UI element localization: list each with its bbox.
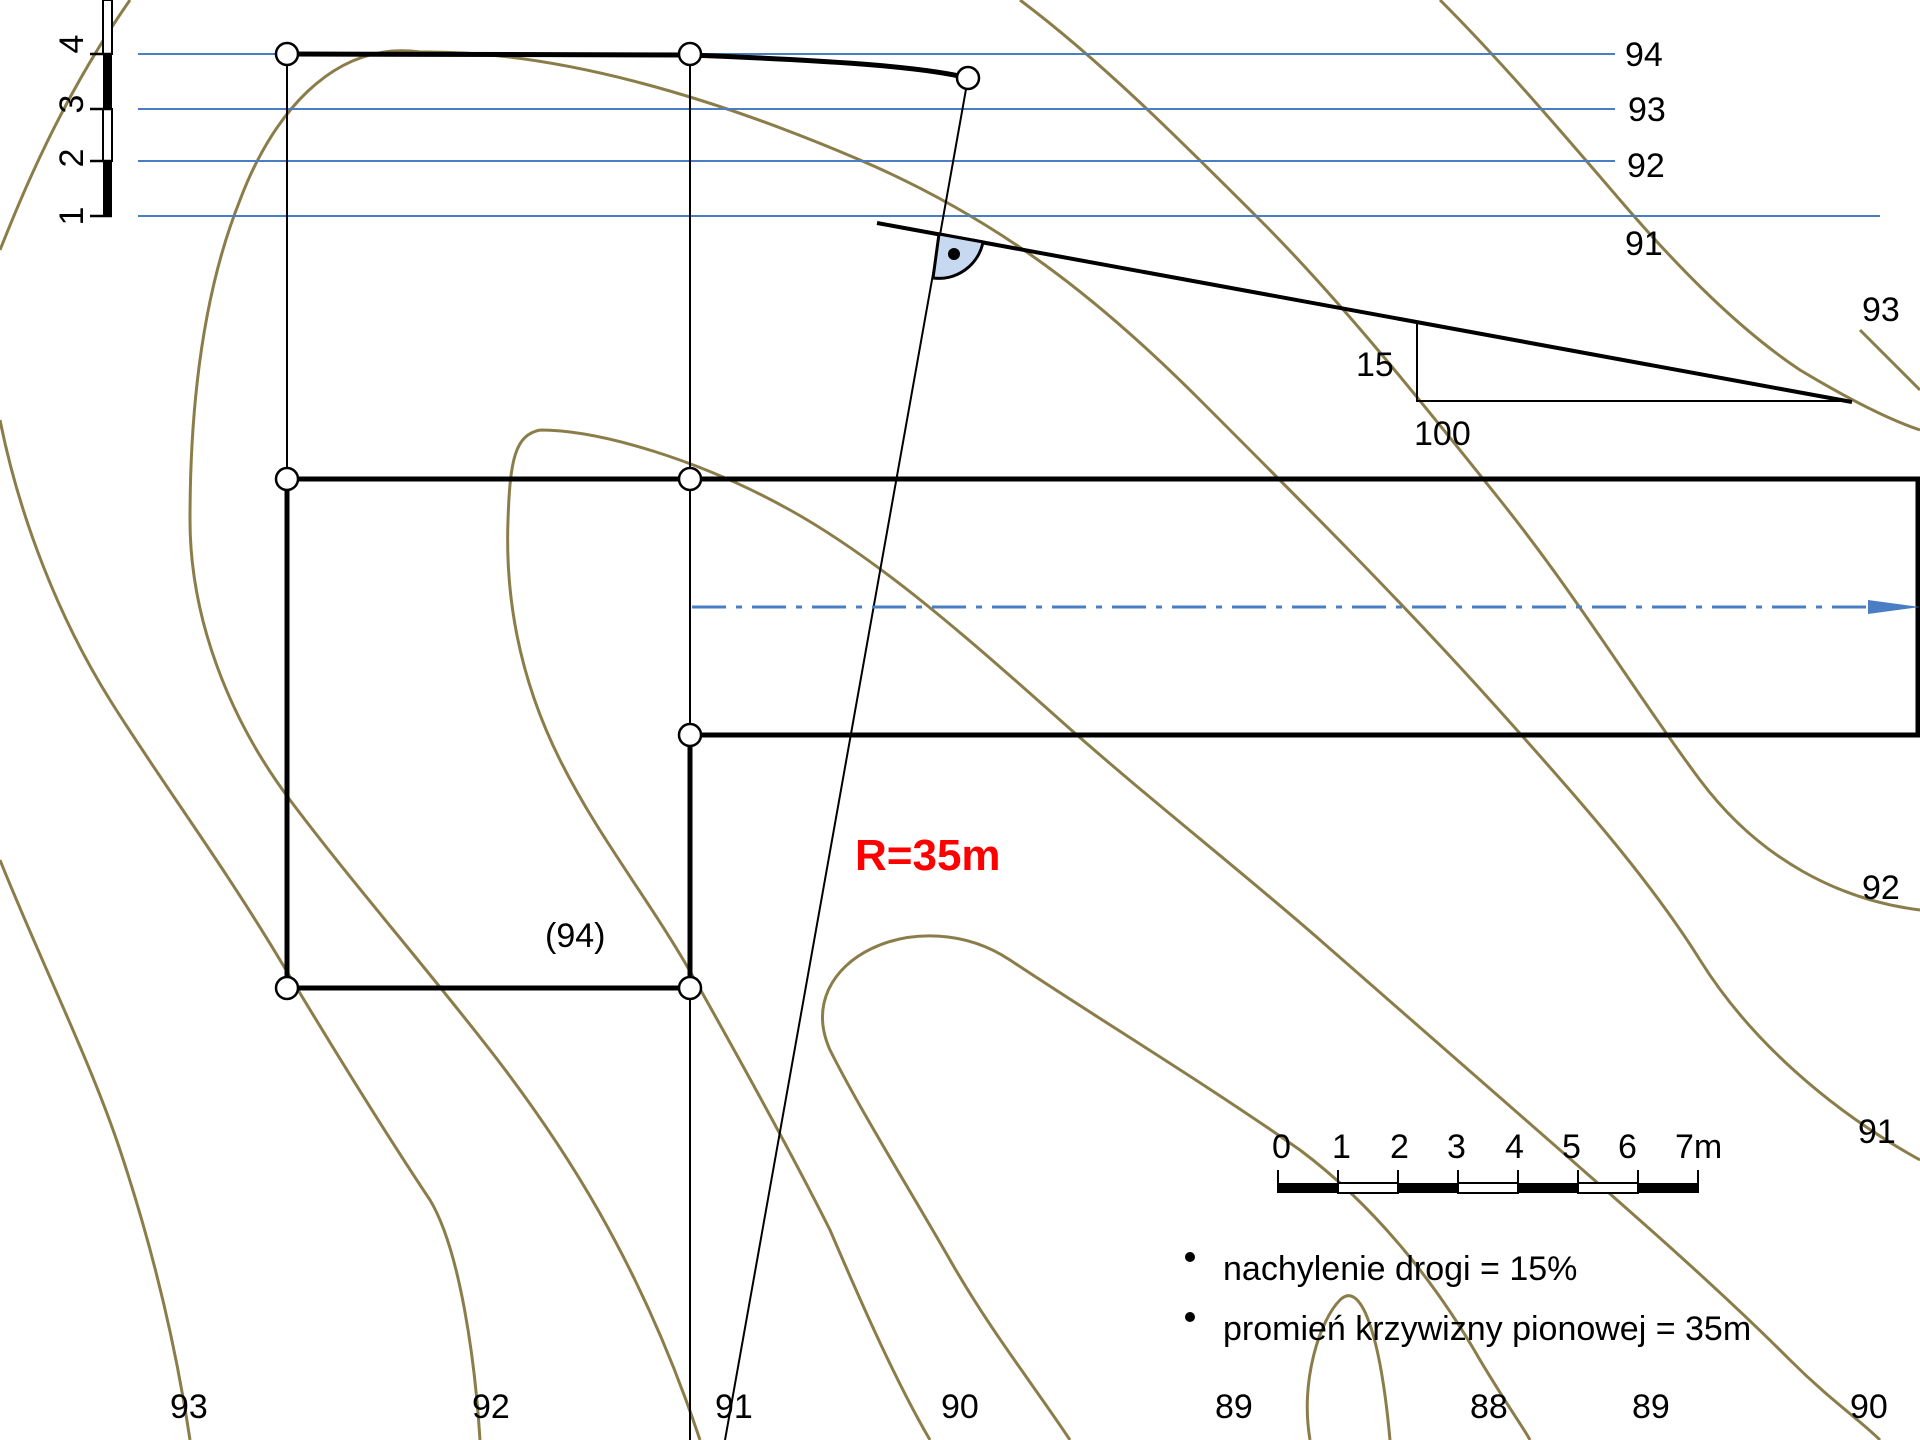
radius-label: R=35m — [855, 831, 1001, 880]
contour-labels: 93 92 91 (94) 93 92 91 90 89 88 89 90 — [170, 291, 1900, 1426]
horizontal-scale-seg-7 — [1638, 1183, 1698, 1193]
horizontal-scale-seg-4 — [1457, 1182, 1519, 1194]
nodes — [274, 41, 981, 1001]
contour-94 — [506, 428, 1882, 1440]
vertical-scale-label-1: 1 — [53, 207, 91, 226]
slope-rise-label: 15 — [1356, 346, 1394, 384]
road-axis-arrow — [1868, 600, 1920, 614]
note-1: nachylenie drogi = 15% — [1223, 1250, 1577, 1288]
horizontal-scale-label-7: 7m — [1675, 1128, 1722, 1166]
slope-line — [876, 221, 1853, 404]
level-label-94: 94 — [1625, 36, 1663, 74]
horizontal-scale-label-3: 3 — [1447, 1128, 1466, 1166]
contour-label-bottom-4: 90 — [941, 1388, 979, 1426]
vertical-scale-bar-1 — [103, 161, 112, 216]
node-plan-inner-corner — [677, 722, 703, 748]
level-label-92: 92 — [1627, 147, 1665, 185]
contour-label-91-right: 91 — [1858, 1113, 1896, 1151]
vertical-scale-bar-4 — [102, 0, 113, 55]
contour-label-92-right: 92 — [1862, 869, 1900, 907]
horizontal-scale-seg-3 — [1398, 1183, 1458, 1193]
level-lines — [138, 53, 1880, 217]
vertical-scale-bar-2 — [102, 108, 113, 162]
plan-outline — [284, 476, 1920, 991]
contour-label-bottom-5: 89 — [1215, 1388, 1253, 1426]
node-plan-top-left — [274, 466, 300, 492]
contour-label-bottom-8: 90 — [1850, 1388, 1888, 1426]
horizontal-scale-seg-1 — [1278, 1183, 1338, 1193]
node-plan-top-middle — [677, 466, 703, 492]
contour-label-top: (94) — [545, 917, 605, 955]
horizontal-scale-seg-6 — [1577, 1182, 1639, 1194]
contour-label-bottom-1: 93 — [170, 1388, 208, 1426]
horizontal-scale-label-0: 0 — [1272, 1128, 1291, 1166]
contour-label-bottom-7: 89 — [1632, 1388, 1670, 1426]
contour-label-bottom-2: 92 — [472, 1388, 510, 1426]
vertical-scale-label-2: 2 — [53, 149, 91, 168]
radius-line — [724, 77, 969, 1440]
vertical-scale-label-3: 3 — [53, 95, 91, 114]
horizontal-scale-seg-5 — [1518, 1183, 1578, 1193]
node-plan-bottom-left — [274, 975, 300, 1001]
horizontal-scale-label-1: 1 — [1332, 1128, 1351, 1166]
contour-label-bottom-3: 91 — [715, 1388, 753, 1426]
vertical-scale: 1 2 3 4 — [53, 0, 113, 226]
right-angle-dot — [948, 248, 960, 260]
level-label-91: 91 — [1625, 225, 1663, 263]
horizontal-scale: 0 1 2 3 4 5 6 7m — [1272, 1128, 1722, 1194]
contour-label-93-right: 93 — [1862, 291, 1900, 329]
horizontal-scale-label-6: 6 — [1618, 1128, 1637, 1166]
contour-88 — [1305, 1294, 1392, 1440]
level-labels: 94 93 92 91 — [1625, 36, 1666, 263]
contour-label-bottom-6: 88 — [1470, 1388, 1508, 1426]
horizontal-scale-seg-2 — [1337, 1182, 1399, 1194]
contour-90-89 — [821, 934, 1532, 1440]
node-top-middle — [677, 41, 703, 67]
profile-curve — [286, 51, 969, 81]
note-bullet-2 — [1185, 1312, 1195, 1322]
notes: nachylenie drogi = 15% promień krzywizny… — [1185, 1250, 1751, 1348]
node-curve-end — [955, 65, 981, 91]
slope-triangle — [1416, 323, 1852, 402]
plan-left-block — [284, 479, 693, 991]
contour-93-right — [1858, 328, 1920, 392]
slope-run-label: 100 — [1414, 415, 1471, 453]
horizontal-scale-label-4: 4 — [1505, 1128, 1524, 1166]
node-top-left — [274, 41, 300, 67]
vertical-scale-label-4: 4 — [53, 35, 91, 54]
construction-lines — [286, 54, 969, 1440]
note-bullet-1 — [1185, 1252, 1195, 1262]
horizontal-scale-label-5: 5 — [1562, 1128, 1581, 1166]
node-plan-bottom-middle — [677, 975, 703, 1001]
contour-93 — [188, 49, 1920, 1440]
slope-line-group: 15 100 — [876, 221, 1853, 453]
vertical-scale-bar-3 — [103, 54, 112, 109]
level-label-93: 93 — [1628, 91, 1666, 129]
note-2: promień krzywizny pionowej = 35m — [1223, 1310, 1751, 1348]
horizontal-scale-label-2: 2 — [1390, 1128, 1409, 1166]
